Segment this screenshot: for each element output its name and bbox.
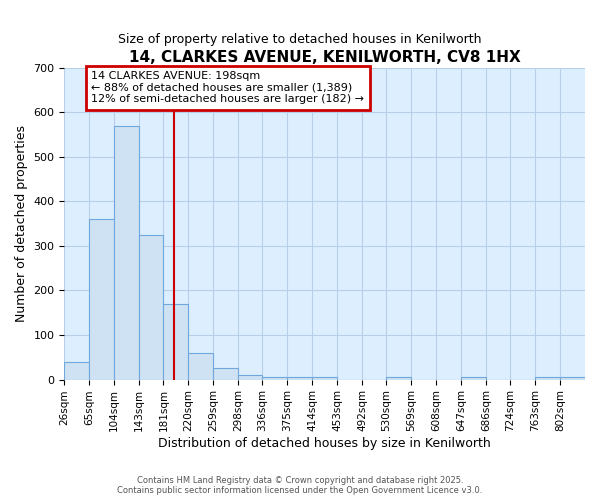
Bar: [560, 378, 585, 380]
Title: 14, CLARKES AVENUE, KENILWORTH, CV8 1HX: 14, CLARKES AVENUE, KENILWORTH, CV8 1HX: [129, 50, 521, 65]
Text: Size of property relative to detached houses in Kenilworth: Size of property relative to detached ho…: [118, 32, 482, 46]
Bar: [213, 368, 238, 380]
Bar: [139, 234, 163, 380]
Bar: [312, 378, 337, 380]
Bar: [89, 219, 114, 380]
X-axis label: Distribution of detached houses by size in Kenilworth: Distribution of detached houses by size …: [158, 437, 491, 450]
Bar: [64, 362, 89, 380]
Bar: [386, 378, 411, 380]
Bar: [114, 126, 139, 380]
Bar: [262, 378, 287, 380]
Bar: [287, 378, 312, 380]
Bar: [163, 304, 188, 380]
Text: Contains HM Land Registry data © Crown copyright and database right 2025.
Contai: Contains HM Land Registry data © Crown c…: [118, 476, 482, 495]
Bar: [188, 353, 213, 380]
Y-axis label: Number of detached properties: Number of detached properties: [15, 125, 28, 322]
Bar: [535, 378, 560, 380]
Text: 14 CLARKES AVENUE: 198sqm
← 88% of detached houses are smaller (1,389)
12% of se: 14 CLARKES AVENUE: 198sqm ← 88% of detac…: [91, 71, 364, 104]
Bar: [238, 375, 262, 380]
Bar: [461, 378, 486, 380]
